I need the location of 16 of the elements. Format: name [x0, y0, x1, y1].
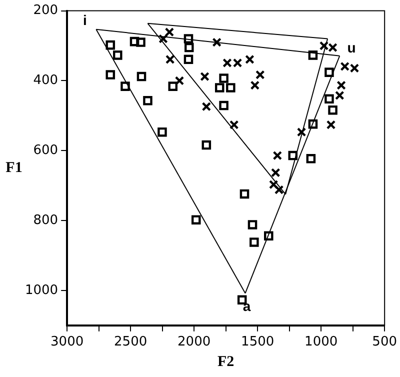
y-tick-label: 600 [33, 142, 58, 158]
x-tick-label: 2000 [178, 334, 211, 350]
y-tick-label: 1000 [24, 282, 58, 298]
x-tick-label: 3000 [50, 334, 84, 350]
x-tick-label: 500 [372, 334, 398, 350]
annotation: u [347, 39, 356, 56]
y-tick-label: 200 [33, 3, 58, 18]
annotation: a [242, 298, 251, 314]
y-axis-title: F1 [6, 160, 22, 176]
x-tick-label: 2500 [114, 334, 148, 350]
y-tick-label: 400 [33, 73, 58, 88]
x-axis-title: F2 [218, 354, 234, 370]
x-tick-label: 1000 [304, 334, 338, 350]
annotation: i [82, 12, 87, 28]
x-tick-label: 1500 [241, 334, 274, 350]
y-tick-label: 800 [33, 212, 58, 228]
